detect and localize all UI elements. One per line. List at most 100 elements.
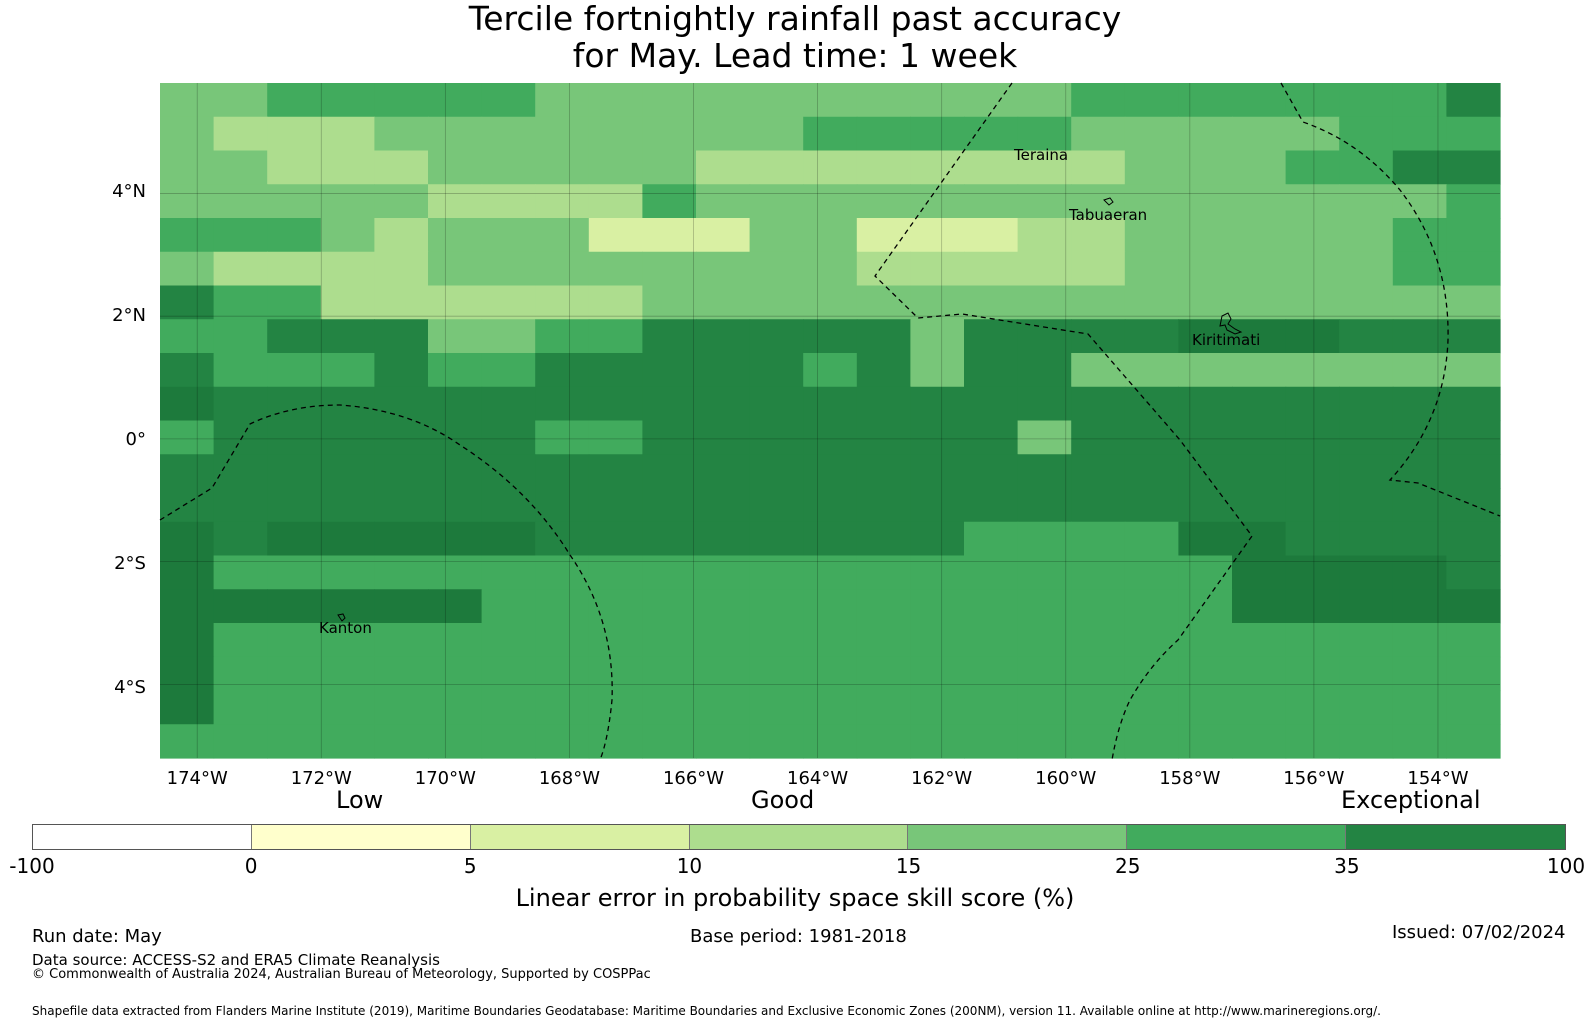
grid-cell (1446, 555, 1501, 590)
grid-cell (1232, 555, 1287, 590)
grid-cell (267, 420, 322, 455)
lon-tick: 172°W (290, 768, 352, 789)
grid-cell (1339, 454, 1394, 489)
grid-cell (160, 420, 215, 455)
grid-cell (1232, 184, 1287, 219)
grid-cell (267, 218, 322, 253)
grid-cell (481, 589, 536, 624)
skill-grid (160, 83, 1501, 759)
grid-cell (749, 521, 804, 557)
grid-cell (856, 150, 911, 185)
grid-cell (696, 623, 751, 658)
grid-cell (964, 218, 1019, 253)
grid-cell (910, 116, 965, 152)
colorbar-segment (1346, 825, 1565, 849)
colorbar-segment (1127, 825, 1347, 849)
grid-cell (1285, 521, 1340, 557)
grid-cell (1017, 218, 1072, 253)
grid-cell (1071, 150, 1126, 185)
grid-cell (267, 353, 322, 388)
grid-cell (588, 656, 643, 692)
grid-cell (696, 386, 751, 422)
grid-cell (374, 555, 429, 590)
grid-cell (588, 83, 643, 118)
grid-cell (320, 690, 375, 725)
grid-cell (1017, 488, 1072, 523)
grid-cell (856, 319, 911, 354)
kiritimati-island-outline (1219, 312, 1243, 335)
grid-cell (1124, 218, 1179, 253)
grid-cell (749, 83, 804, 118)
data-source: Data source: ACCESS-S2 and ERA5 Climate … (32, 951, 440, 969)
tabuaeran-island-outline (1103, 197, 1114, 206)
grid-cell (1017, 589, 1072, 624)
grid-cell (642, 116, 697, 152)
grid-cell (1339, 589, 1394, 624)
grid-cell (749, 724, 804, 759)
grid-cell (1339, 285, 1394, 320)
grid-cell (320, 623, 375, 658)
eez-boundaries (159, 82, 1501, 761)
grid-cell (1285, 555, 1340, 590)
grid-cell (803, 656, 858, 692)
grid-cell (160, 150, 215, 185)
copyright: © Commonwealth of Australia 2024, Austra… (32, 967, 651, 982)
grid-cell (374, 690, 429, 725)
grid-cell (803, 724, 858, 759)
grid-cell (588, 521, 643, 557)
grid-cell (374, 83, 429, 118)
grid-cell (428, 656, 483, 692)
grid-cell (1446, 218, 1501, 253)
grid-cell (428, 116, 483, 152)
grid-cell (1339, 724, 1394, 759)
grid-cell (481, 555, 536, 590)
grid-cell (803, 623, 858, 658)
grid-cell (1178, 589, 1233, 624)
grid-cell (856, 353, 911, 388)
grid-cell (481, 116, 536, 152)
grid-cell (160, 521, 215, 557)
grid-cell (910, 184, 965, 219)
colorbar-tick-label: 25 (1114, 854, 1141, 878)
grid-cell (749, 251, 804, 287)
grid-cell (803, 521, 858, 557)
grid-cell (535, 251, 590, 287)
grid-cell (588, 623, 643, 658)
grid-cell (160, 386, 215, 422)
grid-cell (481, 488, 536, 523)
grid-cell (1392, 521, 1447, 557)
grid-cell (1232, 251, 1287, 287)
grid-cell (964, 150, 1019, 185)
grid-cell (1017, 555, 1072, 590)
grid-cell (1285, 218, 1340, 253)
grid-cell (696, 690, 751, 725)
grid-cell (1285, 319, 1340, 354)
grid-cell (320, 150, 375, 185)
grid-cell (160, 353, 215, 388)
grid-cell (535, 555, 590, 590)
grid-cell (1339, 690, 1394, 725)
grid-cell (160, 251, 215, 287)
grid-cell (696, 83, 751, 118)
grid-cell (964, 184, 1019, 219)
grid-cell (856, 420, 911, 455)
grid-cell (1124, 656, 1179, 692)
grid-cell (428, 83, 483, 118)
grid-cell (1285, 184, 1340, 219)
grid-cell (1178, 488, 1233, 523)
lat-tick-4s: 4°S (114, 677, 146, 698)
grid-cell (749, 116, 804, 152)
grid-cell (428, 454, 483, 489)
grid-cell (696, 218, 751, 253)
grid-cell (856, 83, 911, 118)
grid-cell (481, 521, 536, 557)
grid-cell (910, 319, 965, 354)
grid-cell (1017, 521, 1072, 557)
lon-tick: 158°W (1159, 768, 1221, 789)
grid-cell (535, 420, 590, 455)
grid-cell (1124, 319, 1179, 354)
grid-cell (160, 83, 215, 118)
grid-cell (267, 319, 322, 354)
grid-cell (320, 386, 375, 422)
grid-cell (160, 690, 215, 725)
